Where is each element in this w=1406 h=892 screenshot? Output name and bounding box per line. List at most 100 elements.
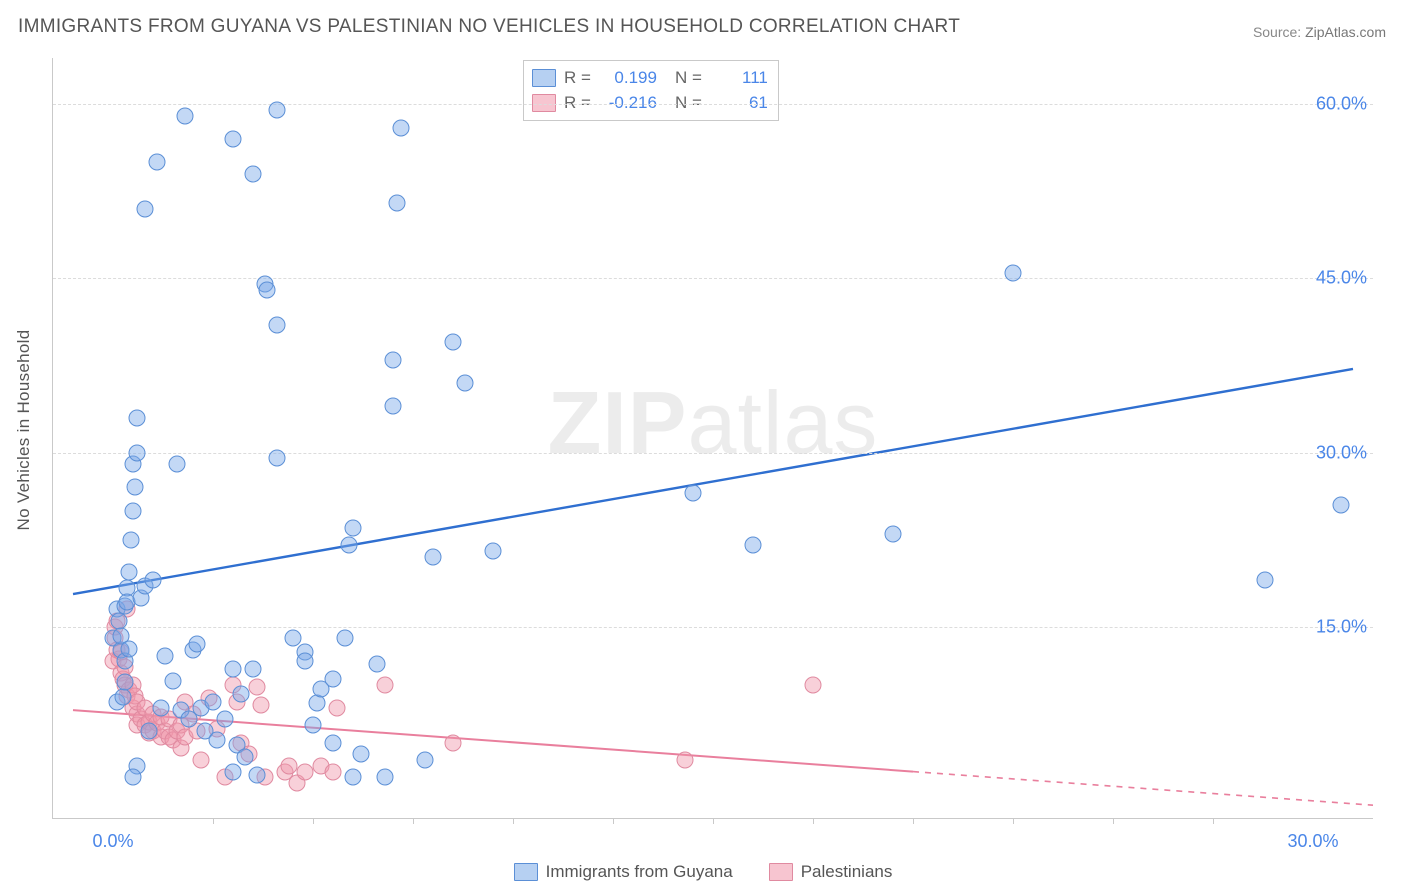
watermark-bold: ZIP <box>548 373 688 472</box>
scatter-plot-area: ZIPatlas R = 0.199 N = 111 R = -0.216 N … <box>52 58 1373 819</box>
legend-item-series2: Palestinians <box>769 862 893 882</box>
scatter-point-pink <box>297 763 314 780</box>
scatter-point-blue <box>685 485 702 502</box>
y-axis-label: No Vehicles in Household <box>14 330 34 531</box>
scatter-point-pink <box>329 699 346 716</box>
scatter-point-blue <box>237 748 254 765</box>
x-tick <box>913 818 914 824</box>
scatter-point-blue <box>205 693 222 710</box>
gridline-h <box>53 278 1373 279</box>
x-tick <box>1113 818 1114 824</box>
swatch-pink-icon <box>532 94 556 112</box>
legend: Immigrants from Guyana Palestinians <box>0 862 1406 882</box>
scatter-point-blue <box>145 572 162 589</box>
scatter-point-blue <box>269 316 286 333</box>
scatter-point-blue <box>297 653 314 670</box>
scatter-point-blue <box>169 456 186 473</box>
scatter-point-blue <box>393 119 410 136</box>
x-tick <box>213 818 214 824</box>
scatter-point-blue <box>121 564 138 581</box>
scatter-point-blue <box>129 409 146 426</box>
scatter-point-blue <box>389 195 406 212</box>
x-tick <box>713 818 714 824</box>
scatter-point-blue <box>385 351 402 368</box>
scatter-point-blue <box>425 548 442 565</box>
scatter-point-blue <box>345 519 362 536</box>
scatter-point-blue <box>137 200 154 217</box>
scatter-point-blue <box>153 699 170 716</box>
swatch-blue-icon <box>532 69 556 87</box>
x-tick <box>813 818 814 824</box>
legend-item-series1: Immigrants from Guyana <box>514 862 733 882</box>
scatter-point-blue <box>245 166 262 183</box>
x-tick <box>613 818 614 824</box>
scatter-point-blue <box>259 282 276 299</box>
gridline-h <box>53 104 1373 105</box>
scatter-point-pink <box>377 676 394 693</box>
scatter-point-pink <box>677 751 694 768</box>
scatter-point-blue <box>305 717 322 734</box>
legend-label-series1: Immigrants from Guyana <box>546 862 733 882</box>
scatter-point-blue <box>117 674 134 691</box>
stats-row-series1: R = 0.199 N = 111 <box>532 66 768 91</box>
scatter-point-blue <box>225 661 242 678</box>
scatter-point-blue <box>149 154 166 171</box>
scatter-point-blue <box>121 640 138 657</box>
scatter-point-blue <box>189 635 206 652</box>
source-value: ZipAtlas.com <box>1305 24 1386 40</box>
scatter-point-blue <box>217 711 234 728</box>
scatter-point-pink <box>325 763 342 780</box>
stat-n1-value: 111 <box>710 66 768 91</box>
stats-row-series2: R = -0.216 N = 61 <box>532 91 768 116</box>
scatter-point-blue <box>225 131 242 148</box>
scatter-point-blue <box>141 722 158 739</box>
scatter-point-blue <box>325 670 342 687</box>
scatter-point-blue <box>125 502 142 519</box>
watermark-thin: atlas <box>688 373 879 472</box>
scatter-point-blue <box>341 537 358 554</box>
gridline-h <box>53 453 1373 454</box>
chart-title: IMMIGRANTS FROM GUYANA VS PALESTINIAN NO… <box>18 16 960 38</box>
scatter-point-blue <box>123 531 140 548</box>
stat-n2-value: 61 <box>710 91 768 116</box>
scatter-point-blue <box>269 102 286 119</box>
stat-n1-label: N = <box>675 66 702 91</box>
scatter-point-blue <box>285 630 302 647</box>
y-tick-label: 45.0% <box>1316 268 1367 289</box>
y-tick-label: 60.0% <box>1316 94 1367 115</box>
source-label: Source: <box>1253 24 1301 40</box>
scatter-point-blue <box>157 647 174 664</box>
scatter-point-blue <box>377 769 394 786</box>
scatter-point-pink <box>281 757 298 774</box>
correlation-stats-box: R = 0.199 N = 111 R = -0.216 N = 61 <box>523 60 779 121</box>
scatter-point-blue <box>353 746 370 763</box>
scatter-point-blue <box>457 374 474 391</box>
scatter-point-blue <box>233 685 250 702</box>
swatch-pink-icon <box>769 863 793 881</box>
scatter-point-blue <box>337 630 354 647</box>
scatter-point-pink <box>193 751 210 768</box>
scatter-point-blue <box>125 769 142 786</box>
watermark: ZIPatlas <box>548 372 879 474</box>
gridline-h <box>53 627 1373 628</box>
y-tick-label: 30.0% <box>1316 442 1367 463</box>
scatter-point-blue <box>269 450 286 467</box>
scatter-point-blue <box>225 763 242 780</box>
stat-r2-label: R = <box>564 91 591 116</box>
scatter-point-blue <box>209 732 226 749</box>
source-credit: Source: ZipAtlas.com <box>1253 24 1386 40</box>
scatter-point-blue <box>369 655 386 672</box>
scatter-point-blue <box>115 689 132 706</box>
stat-r1-label: R = <box>564 66 591 91</box>
scatter-point-blue <box>385 398 402 415</box>
stat-n2-label: N = <box>675 91 702 116</box>
x-tick <box>1013 818 1014 824</box>
trend-line <box>73 369 1353 594</box>
scatter-point-blue <box>177 108 194 125</box>
scatter-point-pink <box>445 734 462 751</box>
scatter-point-blue <box>485 543 502 560</box>
scatter-point-pink <box>253 697 270 714</box>
scatter-point-blue <box>165 673 182 690</box>
scatter-point-blue <box>417 751 434 768</box>
x-tick <box>1213 818 1214 824</box>
